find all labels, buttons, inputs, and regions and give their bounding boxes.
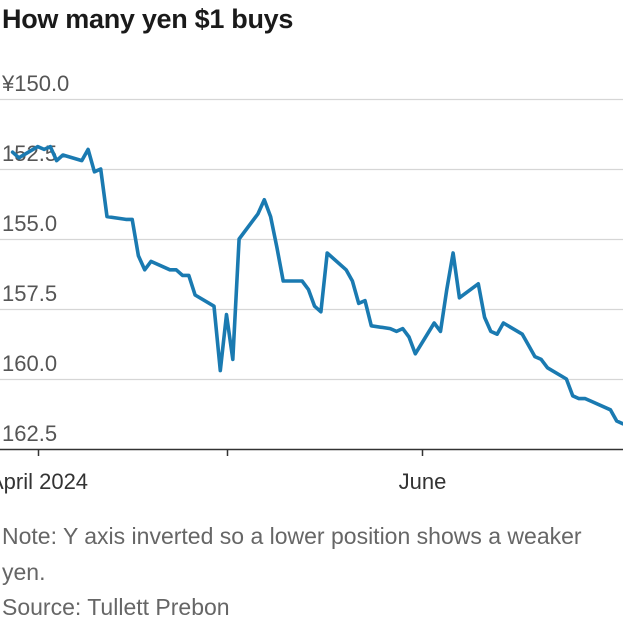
y-tick-label: 160.0 — [2, 351, 57, 376]
chart-source: Source: Tullett Prebon — [2, 594, 230, 620]
y-tick-label: 155.0 — [2, 211, 57, 236]
x-tick-label: April 2024 — [0, 469, 88, 494]
chart-title: How many yen $1 buys — [2, 4, 294, 34]
chart-note: Note: Y axis inverted so a lower positio… — [2, 523, 582, 585]
y-tick-label: 162.5 — [2, 421, 57, 446]
x-tick-label: June — [399, 469, 447, 494]
y-tick-label: ¥150.0 — [1, 71, 69, 96]
series-line — [10, 144, 623, 426]
y-tick-label: 157.5 — [2, 281, 57, 306]
